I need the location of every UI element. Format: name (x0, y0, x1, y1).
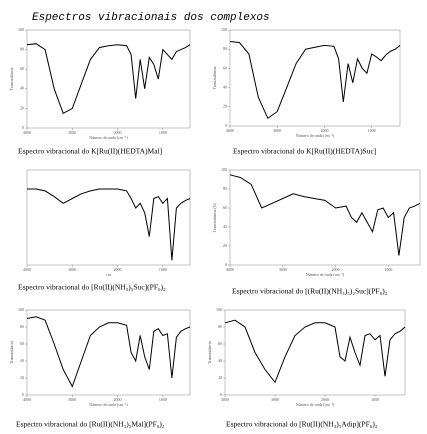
x-tick-label: 4000 (23, 267, 31, 272)
x-axis-label: Número de onda (cm⁻¹) (89, 402, 128, 407)
y-tick-label: 20 (218, 375, 222, 380)
x-tick-label: 3000 (271, 397, 279, 402)
y-tick-label: 40 (20, 86, 24, 91)
y-axis-label: Transmitância (207, 341, 212, 364)
caption: Espectro vibracional do [(Ru(II)(NH₃)₅)₂… (232, 287, 388, 296)
x-axis-label: Número de onda (cm⁻¹) (296, 402, 335, 407)
x-tick-label: 4000 (221, 397, 229, 402)
caption: Espectro vibracional do K[Ru(II)(HEDTA)S… (233, 147, 376, 156)
plot-frame (229, 169, 421, 266)
y-tick-label: 20 (20, 105, 24, 110)
spectrum-line (27, 188, 191, 261)
y-tick-label: 60 (223, 65, 227, 70)
y-axis-label: Transmitância (9, 341, 14, 364)
x-tick-label: 1000 (384, 267, 392, 272)
y-tick-label: 40 (218, 358, 222, 363)
spectrum-line (229, 174, 421, 256)
x-axis-label: Número de onda (cm⁻¹) (306, 272, 345, 277)
y-tick-label: 100 (221, 167, 227, 172)
y-tick-label: 60 (223, 205, 227, 210)
x-tick-label: 1000 (159, 267, 167, 272)
x-tick-label: 3000 (68, 267, 76, 272)
y-tick-label: 20 (20, 375, 24, 380)
spectrum-line (224, 319, 406, 384)
plot-frame (26, 29, 191, 129)
x-axis-label: Número de onda (cm⁻¹) (89, 135, 128, 140)
y-tick-label: 60 (20, 341, 24, 346)
x-tick-label: 3000 (68, 397, 76, 402)
x-axis-label: cm (106, 272, 112, 277)
caption: Espectro vibracional do K[Ru(II)(HEDTA)M… (18, 147, 162, 156)
x-tick-label: 1000 (159, 397, 167, 402)
x-tick-label: 4000 (23, 130, 31, 135)
x-tick-label: 3000 (279, 267, 287, 272)
plot-frame (26, 169, 191, 266)
x-tick-label: 1000 (159, 130, 167, 135)
y-tick-label: 80 (223, 186, 227, 191)
x-tick-label: 4000 (23, 397, 31, 402)
caption: Espectro vibracional do [Ru(II)(NH₃)₅Adi… (226, 420, 378, 429)
y-tick-label: 80 (223, 46, 227, 51)
spectrum-line (229, 41, 401, 120)
y-tick-label: 100 (216, 307, 222, 312)
y-tick-label: 100 (221, 27, 227, 32)
plot-frame (26, 309, 191, 396)
y-axis-label: Transmitância (%) (212, 202, 217, 232)
figure-title: Espectros vibracionais dos complexos (32, 12, 270, 24)
y-tick-label: 80 (218, 324, 222, 329)
y-tick-label: 20 (223, 104, 227, 109)
x-tick-label: 2000 (114, 397, 122, 402)
y-tick-label: 0 (22, 125, 24, 130)
x-tick-label: 1000 (368, 128, 376, 133)
y-tick-label: 40 (223, 85, 227, 90)
spectrum-line (26, 43, 191, 115)
y-tick-label: 0 (220, 392, 222, 397)
y-tick-label: 40 (20, 358, 24, 363)
y-tick-label: 100 (18, 27, 24, 32)
caption: Espectro vibracional do [Ru(II)(NH₃)₅Suc… (18, 283, 166, 292)
plot-frame (224, 309, 406, 396)
y-tick-label: 100 (18, 307, 24, 312)
x-tick-label: 2000 (114, 130, 122, 135)
plot-frame (229, 29, 401, 127)
x-axis-label: Número de onda (cm⁻¹) (296, 133, 335, 138)
y-tick-label: 0 (22, 392, 24, 397)
y-tick-label: 0 (225, 262, 227, 267)
y-axis-label: Transmitância (212, 66, 217, 89)
y-tick-label: 60 (218, 341, 222, 346)
y-tick-label: 60 (20, 66, 24, 71)
y-tick-label: 0 (225, 123, 227, 128)
y-tick-label: 80 (20, 324, 24, 329)
caption: Espectro vibracional do [Ru(II)(NH₃)₅Mal… (16, 420, 165, 429)
y-tick-label: 80 (20, 47, 24, 52)
y-tick-label: 40 (223, 224, 227, 229)
x-tick-label: 2000 (332, 267, 340, 272)
x-tick-label: 3000 (68, 130, 76, 135)
x-tick-label: 2000 (320, 128, 328, 133)
x-tick-label: 4000 (226, 128, 234, 133)
spectrum-line (26, 316, 191, 388)
y-axis-label: Transmitância (9, 67, 14, 90)
x-tick-label: 2000 (114, 267, 122, 272)
x-tick-label: 4000 (226, 267, 234, 272)
y-tick-label: 20 (223, 243, 227, 248)
x-tick-label: 2000 (321, 397, 329, 402)
x-tick-label: 3000 (273, 128, 281, 133)
x-tick-label: 1000 (371, 397, 379, 402)
